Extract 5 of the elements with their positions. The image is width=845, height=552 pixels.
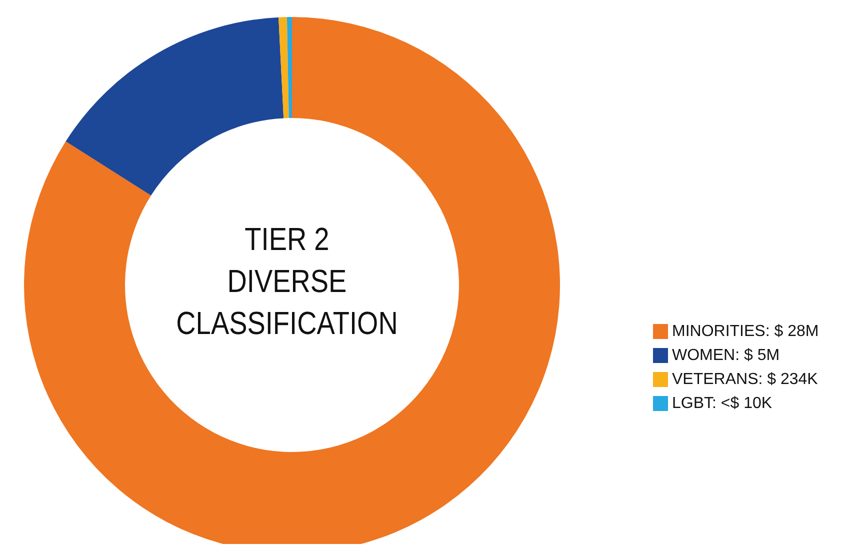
legend-label: LGBT: <$ 10K	[672, 395, 772, 412]
text: TIER 2 DIVERSE CLASSIFICATION	[175, 220, 399, 343]
legend-label: VETERANS: $ 234K	[672, 371, 818, 388]
legend-label: WOMEN: $ 5M	[672, 347, 780, 364]
legend-label: MINORITIES: $ 28M	[672, 323, 819, 340]
